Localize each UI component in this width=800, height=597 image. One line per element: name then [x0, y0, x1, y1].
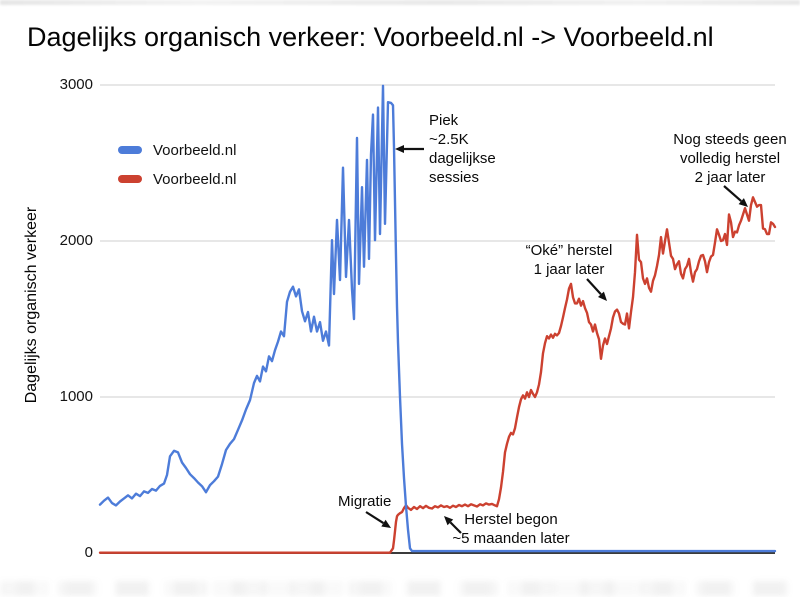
annotation-arrowhead-recovery-start	[444, 516, 454, 526]
annotation-migration: Migratie	[338, 493, 392, 510]
annotation-arrow-line-no-full-recovery	[723, 185, 742, 202]
annotation-recovery-start: Herstel begon ~5 maanden later	[452, 511, 570, 547]
annotation-arrowhead-no-full-recovery	[738, 198, 748, 207]
annotation-arrow-line-ok-recovery	[586, 278, 602, 296]
legend-item-red-series: Voorbeeld.nl	[118, 168, 236, 190]
annotation-arrow-line-migration	[365, 511, 384, 525]
annotation-arrowhead-peak	[395, 145, 404, 153]
y-tick-label: 2000	[59, 232, 93, 249]
y-tick-label: 3000	[59, 76, 93, 93]
annotation-arrowhead-ok-recovery	[598, 291, 607, 301]
y-tick-label: 0	[84, 544, 93, 561]
series-line-blue-pre-migration	[98, 84, 777, 553]
annotation-ok-recovery: “Oké” herstel 1 jaar later	[525, 242, 613, 278]
annotation-arrow-line-recovery-start	[449, 521, 462, 534]
legend-item-blue-series: Voorbeeld.nl	[118, 139, 236, 161]
annotation-arrowhead-migration	[381, 519, 391, 528]
legend-label-red: Voorbeeld.nl	[153, 170, 237, 188]
y-tick-label: 1000	[59, 388, 93, 405]
chart-title: Dagelijks organisch verkeer: Voorbeeld.n…	[27, 22, 714, 52]
legend-swatch-blue	[118, 146, 142, 154]
annotation-peak: Piek ~2.5K dagelijkse sessies	[429, 112, 496, 186]
annotation-no-full-recovery: Nog steeds geen volledig herstel 2 jaar …	[673, 131, 787, 186]
legend-swatch-red	[118, 175, 142, 183]
legend-label-blue: Voorbeeld.nl	[153, 141, 237, 159]
legend: Voorbeeld.nl Voorbeeld.nl	[118, 139, 236, 197]
series-line-red-post-migration	[98, 196, 777, 554]
